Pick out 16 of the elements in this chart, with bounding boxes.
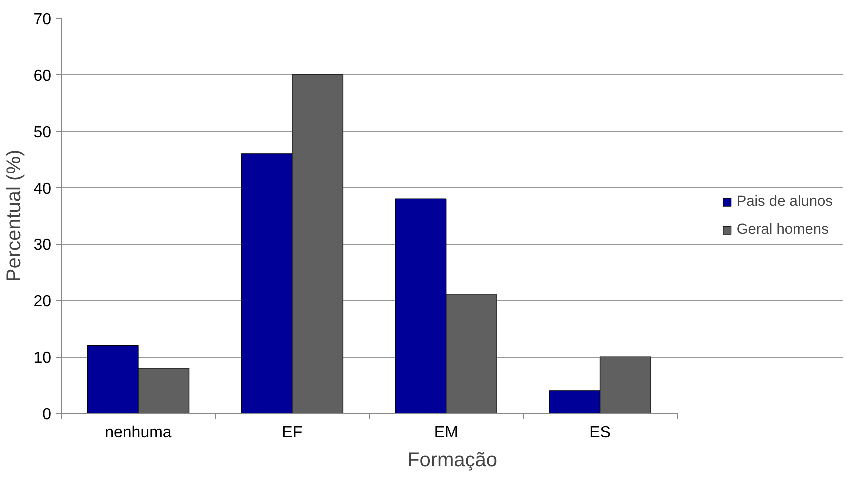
- y-tick-label: 40: [34, 180, 52, 198]
- legend-label: Geral homens: [736, 222, 829, 238]
- y-tick-label: 30: [34, 237, 52, 254]
- y-tick-label: 60: [34, 68, 52, 85]
- y-tick-label: 10: [34, 350, 52, 368]
- x-tick-label: EM: [434, 424, 458, 442]
- y-axis-title: Percentual (%): [4, 150, 26, 282]
- legend-label: Pais de alunos: [736, 194, 833, 210]
- y-tick-label: 0: [42, 406, 52, 424]
- x-tick-label: ES: [590, 424, 611, 442]
- x-tick-label: nenhuma: [105, 424, 172, 442]
- x-axis-title: Formação: [407, 450, 498, 472]
- x-tick-label: EF: [282, 424, 303, 442]
- y-tick-label: 20: [34, 294, 52, 311]
- y-tick-label: 50: [34, 124, 52, 142]
- y-tick-label: 70: [34, 12, 52, 28]
